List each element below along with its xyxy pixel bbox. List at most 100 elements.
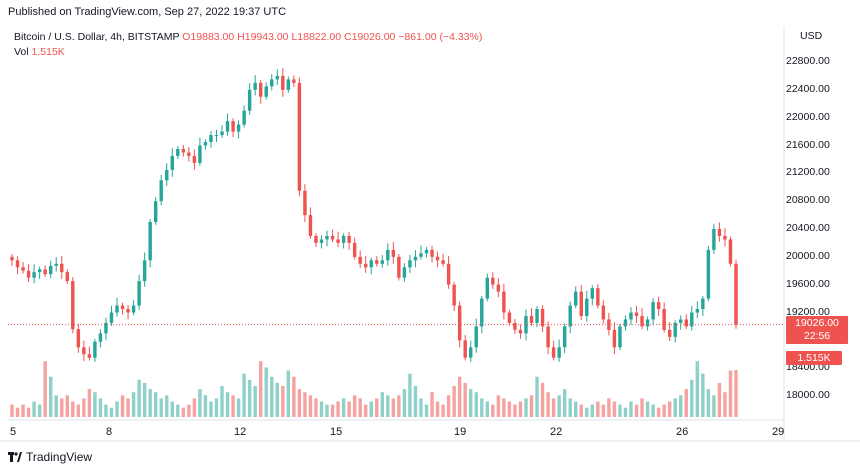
candle-up [165,169,169,181]
candle-down [297,82,302,191]
candle-down [513,322,517,330]
volume-bar [109,407,114,417]
volume-bar [612,401,617,417]
volume-bar [413,386,418,417]
candle-down [336,239,340,243]
candle-up [325,235,329,240]
candle-up [341,235,346,243]
volume-bar [717,382,722,417]
volume-bar [336,401,340,417]
candle-down [529,315,534,323]
candle-up [247,89,252,111]
volume-bar [236,398,241,417]
candle-up [286,79,291,90]
volume-bar [181,407,186,417]
candle-down [452,284,456,306]
candle-down [120,305,125,310]
candle-down [435,256,440,261]
candle-up [242,110,246,125]
candle-down [65,272,69,282]
candle-up [524,315,528,334]
volume-bar [662,404,666,417]
volume-bar [435,401,440,417]
candle-up [623,319,628,327]
candle-up [214,135,219,137]
price-tick-label: 20000.00 [786,249,830,262]
candle-up [131,305,136,313]
volume-bar [76,404,81,417]
volume-bar [165,395,169,417]
candle-up [209,135,213,143]
candle-up [480,298,484,327]
candle-down [10,256,14,261]
candle-up [585,298,589,316]
candle-down [181,148,186,153]
volume-bar [330,404,335,417]
volume-bar [546,392,550,417]
volume-bar [82,398,86,417]
volume-bar [734,370,738,417]
candle-up [148,222,152,261]
volume-bar [281,386,285,417]
tradingview-logo-icon [8,452,22,462]
volume-bar [203,395,208,417]
volume-bar [131,392,136,417]
candle-up [109,312,114,323]
volume-bar [568,398,572,417]
candle-down [430,249,434,257]
candle-up [618,326,622,348]
candle-down [612,329,617,348]
volume-bar [292,376,296,417]
volume-bar [380,392,385,417]
volume-bar [601,404,606,417]
candle-up [712,229,716,250]
volume-bar [231,395,235,417]
candle-up [236,124,241,132]
volume-bar [485,401,490,417]
price-tick-label: 21200.00 [786,166,830,179]
candle-down [684,319,688,327]
volume-bar [258,361,263,417]
candle-down [26,270,31,278]
volume-bar [10,404,14,417]
date-tick-label: 26 [676,426,689,438]
volume-bars [10,361,738,417]
candle-up [369,260,373,268]
candle-down [507,312,512,323]
volume-bar [303,392,307,417]
volume-bar [618,404,622,417]
volume-bar [358,398,362,417]
volume-bar [507,401,512,417]
volume-bar [242,373,246,417]
volume-bar [596,401,600,417]
candle-up [408,260,412,268]
candle-down [60,263,64,273]
candle-up [170,155,174,170]
volume-bar [424,404,429,417]
volume-bar [247,379,252,417]
candle-up [690,312,694,327]
tradingview-brand[interactable]: TradingView [8,450,92,464]
date-tick-label: 22 [550,426,563,438]
volume-bar [104,404,108,417]
volume-bar [15,407,20,417]
volume-bar [673,398,677,417]
candle-up [264,86,268,97]
price-tick-label: 21600.00 [786,138,830,151]
volume-bar [363,404,368,417]
volume-bar [264,367,268,417]
candle-down [281,75,285,90]
volume-bar [629,401,633,417]
volume-bar [98,398,103,417]
candle-up [137,281,141,306]
volume-bar [430,392,434,417]
volume-bar [723,392,727,417]
candle-up [485,277,490,299]
volume-bar [60,398,64,417]
volume-bar [640,398,644,417]
volume-bar [441,404,445,417]
candle-down [551,347,556,358]
date-tick-label: 19 [454,426,467,438]
candle-down [87,354,92,358]
